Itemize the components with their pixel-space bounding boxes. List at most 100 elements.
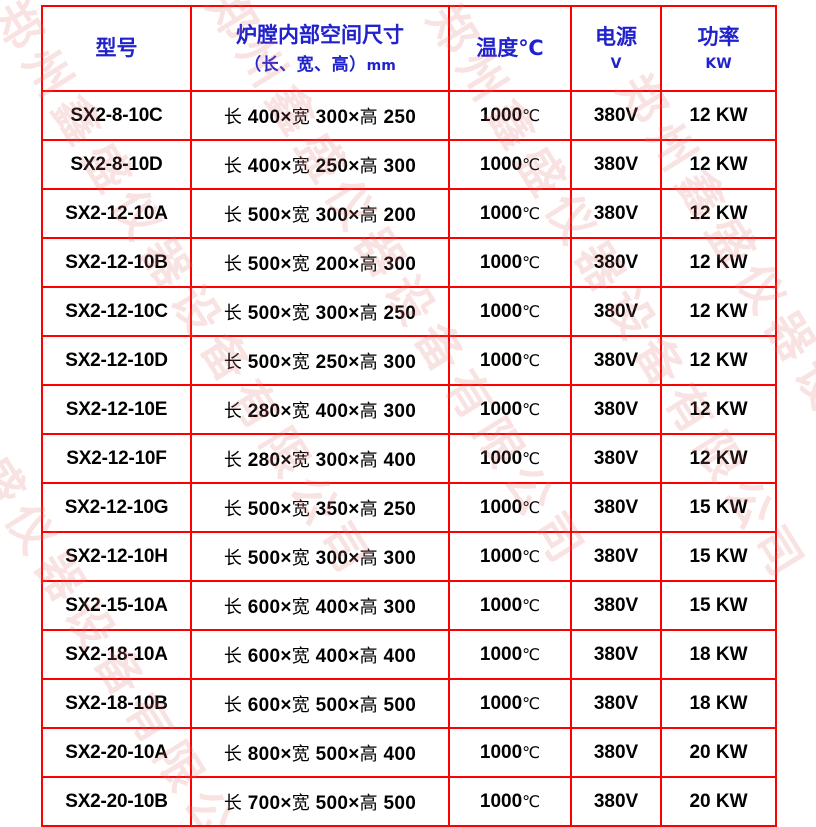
column-header-temperature-label: 温度℃ <box>476 36 544 61</box>
table-row: SX2-12-10B 长 500×宽 200×高 300 1000℃ 380V 12 K… <box>41 237 777 288</box>
length-prefix: 长 <box>223 253 243 275</box>
cell-dimensions: 长 500×宽 350×高 250 <box>190 482 450 533</box>
cell-model: SX2-12-10D <box>41 335 192 386</box>
length-prefix: 长 <box>223 547 243 569</box>
table-row: SX2-12-10D 长 500×宽 250×高 300 1000℃ 380V 12 K… <box>41 335 777 386</box>
temperature-value: 1000 <box>479 202 523 224</box>
table-row: SX2-12-10G 长 500×宽 350×高 250 1000℃ 380V 15 K… <box>41 482 777 533</box>
cell-power: 12 KW <box>660 286 777 337</box>
width-value: 500 <box>310 792 349 814</box>
height-value: 400 <box>377 645 417 667</box>
degree-celsius-unit: ℃ <box>522 546 541 566</box>
length-value: 600 <box>242 645 281 667</box>
table-row: SX2-15-10A 长 600×宽 400×高 300 1000℃ 380V 15 K… <box>41 580 777 631</box>
cell-dimensions: 长 600×宽 400×高 300 <box>190 580 450 631</box>
multiply-sign: × <box>348 743 360 765</box>
cell-model: SX2-18-10A <box>41 629 192 680</box>
width-prefix: 宽 <box>291 792 311 814</box>
column-header-dimensions-label: 炉膛内部空间尺寸 <box>236 23 404 48</box>
column-header-power: 功率 KW <box>660 5 777 92</box>
width-value: 200 <box>310 253 349 275</box>
height-prefix: 高 <box>359 694 378 716</box>
width-value: 500 <box>310 694 349 716</box>
height-value: 500 <box>377 792 417 814</box>
table-row: SX2-20-10B 长 700×宽 500×高 500 1000℃ 380V 20 K… <box>41 776 777 827</box>
height-prefix: 高 <box>359 400 378 422</box>
multiply-sign: × <box>280 400 292 422</box>
degree-celsius-unit: ℃ <box>522 595 541 615</box>
height-value: 250 <box>377 302 417 324</box>
multiply-sign: × <box>280 596 292 618</box>
table-row: SX2-8-10C 长 400×宽 300×高 250 1000℃ 380V 12 KW <box>41 90 777 141</box>
cell-model: SX2-15-10A <box>41 580 192 631</box>
cell-model: SX2-12-10B <box>41 237 192 288</box>
height-prefix: 高 <box>359 449 378 471</box>
multiply-sign: × <box>348 792 360 814</box>
multiply-sign: × <box>348 204 360 226</box>
length-value: 500 <box>242 253 281 275</box>
cell-voltage: 380V <box>570 335 662 386</box>
cell-dimensions: 长 280×宽 300×高 400 <box>190 433 450 484</box>
width-prefix: 宽 <box>291 743 311 765</box>
cell-power: 20 KW <box>660 727 777 778</box>
length-prefix: 长 <box>223 694 243 716</box>
degree-celsius-unit: ℃ <box>522 448 541 468</box>
column-header-temperature: 温度℃ <box>448 5 572 92</box>
length-prefix: 长 <box>223 498 243 520</box>
table-body: SX2-8-10C 长 400×宽 300×高 250 1000℃ 380V 12 KW… <box>41 90 777 827</box>
length-prefix: 长 <box>223 792 243 814</box>
degree-celsius-unit: ℃ <box>522 742 541 762</box>
degree-celsius-unit: ℃ <box>522 497 541 517</box>
height-prefix: 高 <box>359 596 378 618</box>
length-prefix: 长 <box>223 155 243 177</box>
cell-dimensions: 长 700×宽 500×高 500 <box>190 776 450 827</box>
cell-voltage: 380V <box>570 384 662 435</box>
width-prefix: 宽 <box>291 645 311 667</box>
cell-voltage: 380V <box>570 531 662 582</box>
width-value: 400 <box>310 400 349 422</box>
height-prefix: 高 <box>359 498 378 520</box>
width-prefix: 宽 <box>291 694 311 716</box>
multiply-sign: × <box>348 694 360 716</box>
height-prefix: 高 <box>359 547 378 569</box>
multiply-sign: × <box>280 449 292 471</box>
length-prefix: 长 <box>223 400 243 422</box>
height-prefix: 高 <box>359 155 378 177</box>
furnace-spec-table: 型号 炉膛内部空间尺寸 （长、宽、高）mm 温度℃ 电源 V 功率 KW <box>41 5 777 827</box>
height-prefix: 高 <box>359 302 378 324</box>
length-value: 500 <box>242 351 281 373</box>
temperature-value: 1000 <box>479 104 523 126</box>
temperature-value: 1000 <box>479 251 523 273</box>
height-prefix: 高 <box>359 645 378 667</box>
temperature-value: 1000 <box>479 790 523 812</box>
column-header-dimensions-sub-text: （长、宽、高） <box>244 54 367 75</box>
width-value: 300 <box>310 204 349 226</box>
height-value: 200 <box>377 204 417 226</box>
multiply-sign: × <box>280 645 292 667</box>
cell-model: SX2-12-10H <box>41 531 192 582</box>
temperature-value: 1000 <box>479 496 523 518</box>
degree-celsius-unit: ℃ <box>522 350 541 370</box>
width-value: 400 <box>310 645 349 667</box>
multiply-sign: × <box>348 498 360 520</box>
column-header-power-supply-unit: V <box>610 55 622 72</box>
width-prefix: 宽 <box>291 400 311 422</box>
multiply-sign: × <box>348 400 360 422</box>
cell-model: SX2-20-10B <box>41 776 192 827</box>
length-value: 600 <box>242 596 281 618</box>
cell-temperature: 1000℃ <box>448 580 572 631</box>
length-value: 800 <box>242 743 281 765</box>
cell-model: SX2-20-10A <box>41 727 192 778</box>
cell-voltage: 380V <box>570 90 662 141</box>
length-value: 700 <box>242 792 281 814</box>
height-value: 300 <box>377 547 417 569</box>
table-header: 型号 炉膛内部空间尺寸 （长、宽、高）mm 温度℃ 电源 V 功率 KW <box>41 5 777 92</box>
cell-dimensions: 长 500×宽 250×高 300 <box>190 335 450 386</box>
multiply-sign: × <box>348 596 360 618</box>
table-row: SX2-18-10A 长 600×宽 400×高 400 1000℃ 380V 18 K… <box>41 629 777 680</box>
multiply-sign: × <box>280 743 292 765</box>
degree-celsius-unit: ℃ <box>522 203 541 223</box>
width-prefix: 宽 <box>291 106 311 128</box>
degree-celsius-unit: ℃ <box>522 644 541 664</box>
table-row: SX2-12-10E 长 280×宽 400×高 300 1000℃ 380V 12 K… <box>41 384 777 435</box>
